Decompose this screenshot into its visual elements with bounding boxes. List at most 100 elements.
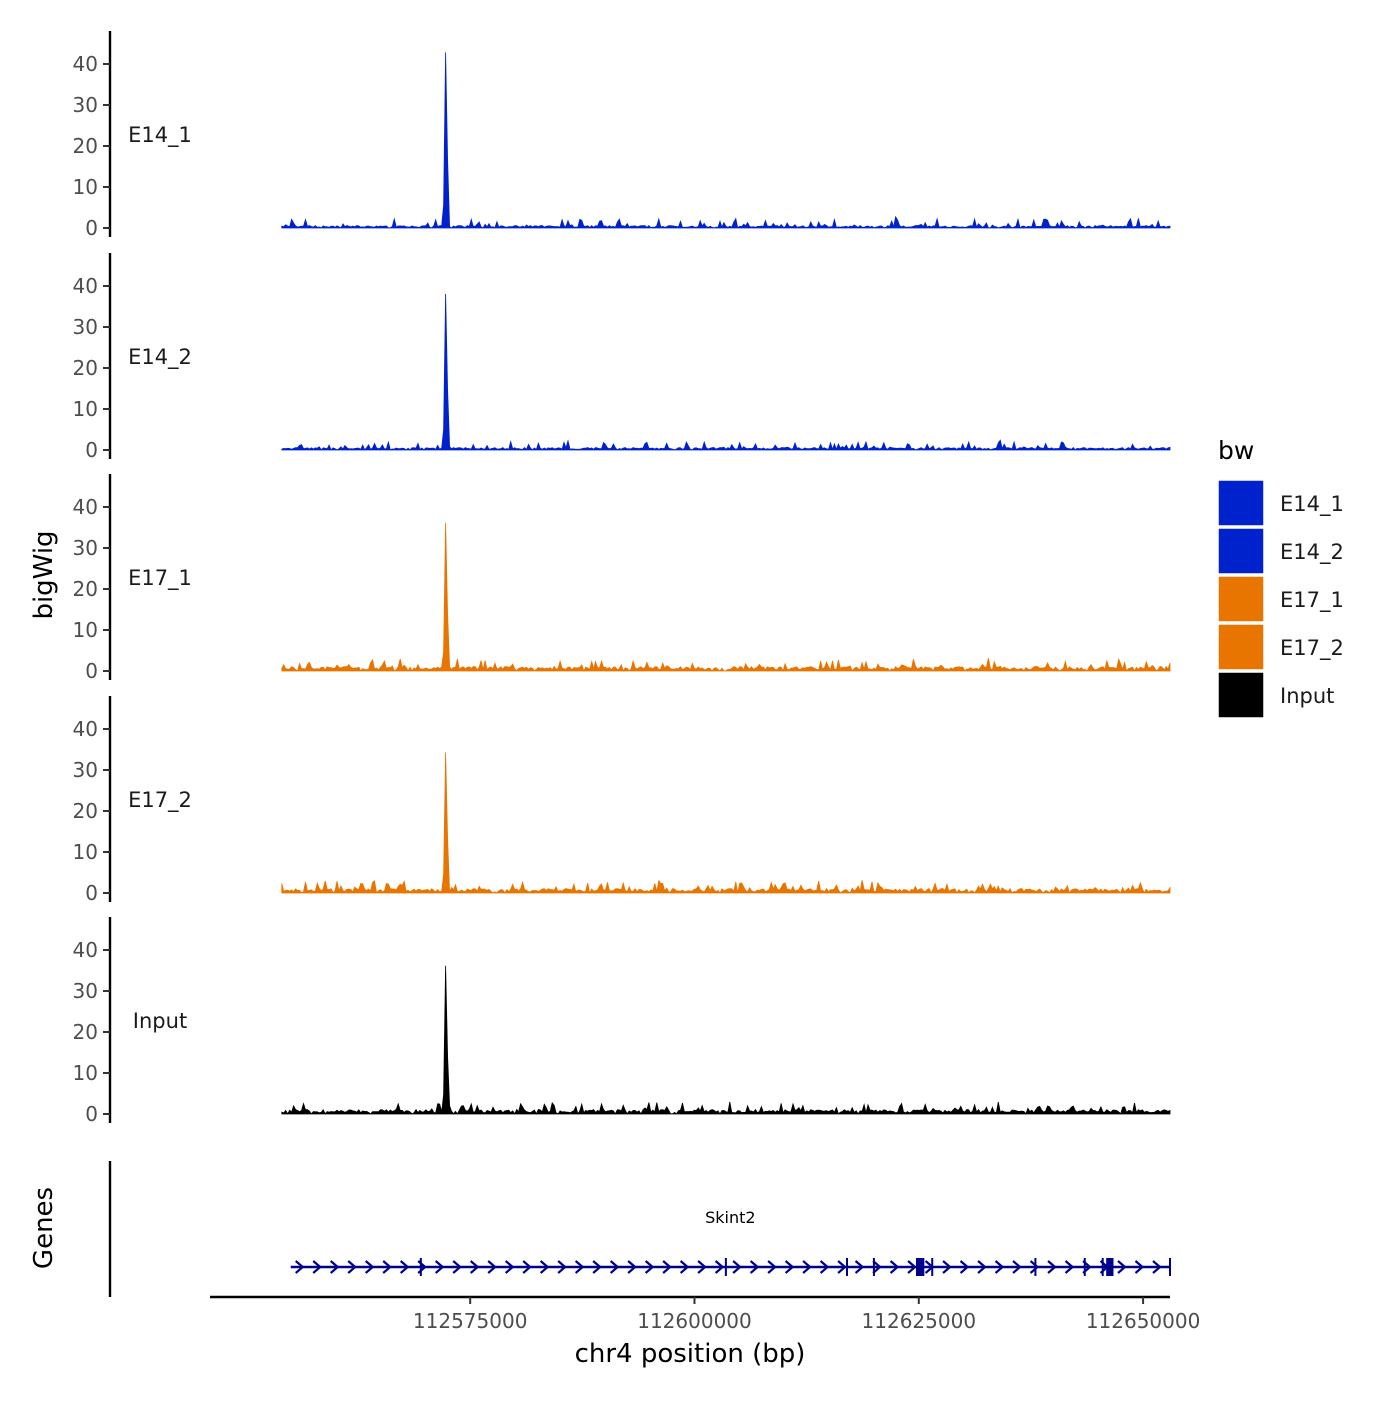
track-E17_2: 0 10 20 30 40 E17_2 xyxy=(73,696,1171,905)
legend-label: E14_1 xyxy=(1280,492,1344,517)
strand-arrow xyxy=(819,1260,830,1274)
strand-arrow xyxy=(1029,1260,1040,1274)
signal-area-E14_1 xyxy=(281,52,1171,229)
y-tick-label: 0 xyxy=(85,659,98,683)
track-label: E14_2 xyxy=(128,345,192,370)
y-tick-label: 20 xyxy=(73,356,98,380)
x-axis-title: chr4 position (bp) xyxy=(575,1339,806,1369)
y-tick-label: 10 xyxy=(73,618,98,642)
strand-arrow xyxy=(767,1260,777,1274)
signal-area-Input xyxy=(281,965,1171,1115)
y-tick-label: 0 xyxy=(85,881,98,905)
strand-arrow xyxy=(312,1260,322,1274)
strand-arrow xyxy=(1117,1260,1127,1274)
y-tick-label: 40 xyxy=(73,495,98,519)
strand-arrow xyxy=(382,1260,392,1274)
strand-arrow xyxy=(644,1260,655,1274)
legend-swatch xyxy=(1217,575,1265,623)
gene-Skint2: Skint2 xyxy=(290,1208,1171,1276)
y-tick-label: 20 xyxy=(73,1020,98,1044)
track-label: E14_1 xyxy=(128,123,192,148)
legend-label: E17_1 xyxy=(1280,588,1344,613)
y-tick-label: 30 xyxy=(73,315,98,339)
strand-arrow xyxy=(469,1260,480,1274)
strand-arrow xyxy=(1047,1260,1057,1274)
strand-arrow xyxy=(539,1260,550,1274)
legend-item-E14_1: E14_1 xyxy=(1217,479,1344,527)
track-Input: 0 10 20 30 40 Input xyxy=(73,917,1171,1126)
legend-label: E17_2 xyxy=(1280,636,1344,661)
strand-arrow xyxy=(749,1260,760,1274)
strand-arrow xyxy=(837,1260,847,1274)
strand-arrow xyxy=(295,1260,305,1274)
exon-block xyxy=(916,1258,925,1276)
strand-arrow xyxy=(854,1260,865,1274)
strand-arrow xyxy=(557,1260,567,1274)
strand-arrow xyxy=(784,1260,795,1274)
strand-arrow xyxy=(609,1260,620,1274)
legend-swatch xyxy=(1217,527,1265,575)
track-label: Input xyxy=(133,1009,187,1033)
strand-arrow xyxy=(1012,1260,1022,1274)
strand-arrow xyxy=(1134,1260,1145,1274)
track-E14_2: 0 10 20 30 40 E14_2 xyxy=(73,253,1171,462)
legend-item-Input: Input xyxy=(1217,671,1334,719)
y-tick-label: 0 xyxy=(85,438,98,462)
strand-arrow xyxy=(627,1260,637,1274)
strand-arrow xyxy=(994,1260,1005,1274)
legend-label: Input xyxy=(1280,684,1334,708)
x-tick-label: 112650000 xyxy=(1086,1309,1201,1333)
legend-title: bw xyxy=(1218,436,1254,465)
strand-arrow xyxy=(662,1260,672,1274)
x-tick-label: 112625000 xyxy=(862,1309,977,1333)
strand-arrow xyxy=(732,1260,742,1274)
strand-arrow xyxy=(714,1260,725,1274)
y-tick-label: 20 xyxy=(73,577,98,601)
strand-arrow xyxy=(1064,1260,1075,1274)
strand-arrow xyxy=(522,1260,532,1274)
strand-arrow xyxy=(504,1260,515,1274)
track-label: E17_1 xyxy=(128,566,192,591)
legend-item-E17_1: E17_1 xyxy=(1217,575,1344,623)
y-tick-label: 10 xyxy=(73,175,98,199)
strand-arrow xyxy=(977,1260,987,1274)
y-tick-label: 30 xyxy=(73,536,98,560)
x-tick-label: 112600000 xyxy=(637,1309,752,1333)
strand-arrow xyxy=(452,1260,462,1274)
legend-swatch xyxy=(1217,623,1265,671)
signal-tracks: 0 10 20 30 40 E14_1 0 10 20 30 40 E14_2 0 10 20 30 40 E17… xyxy=(73,31,1171,1126)
signal-area-E14_2 xyxy=(281,293,1171,451)
strand-arrow xyxy=(679,1260,690,1274)
y-tick-label: 10 xyxy=(73,1061,98,1085)
y-tick-label: 30 xyxy=(73,93,98,117)
signal-area-E17_2 xyxy=(281,752,1171,894)
strand-arrow xyxy=(872,1260,882,1274)
strand-arrow xyxy=(1152,1260,1162,1274)
y-tick-label: 30 xyxy=(73,979,98,1003)
x-tick-label: 112575000 xyxy=(413,1309,528,1333)
strand-arrow xyxy=(959,1260,970,1274)
strand-arrow xyxy=(697,1260,707,1274)
strand-arrow xyxy=(942,1260,952,1274)
gene-track-title: Genes xyxy=(29,1187,59,1269)
y-axis-title: bigWig xyxy=(29,530,59,619)
gene-track: Skint2 xyxy=(108,1161,1171,1297)
y-tick-label: 0 xyxy=(85,216,98,240)
signal-area-E17_1 xyxy=(281,522,1171,672)
legend-swatch xyxy=(1217,479,1265,527)
legend-item-E17_2: E17_2 xyxy=(1217,623,1344,671)
y-tick-label: 40 xyxy=(73,938,98,962)
strand-arrow xyxy=(907,1260,917,1274)
y-tick-label: 20 xyxy=(73,134,98,158)
strand-arrow xyxy=(592,1260,602,1274)
y-tick-label: 20 xyxy=(73,799,98,823)
strand-arrow xyxy=(364,1260,375,1274)
strand-arrow xyxy=(487,1260,497,1274)
strand-arrow xyxy=(802,1260,812,1274)
y-tick-label: 10 xyxy=(73,840,98,864)
track-E17_1: 0 10 20 30 40 E17_1 xyxy=(73,474,1171,683)
strand-arrow xyxy=(889,1260,900,1274)
y-tick-label: 40 xyxy=(73,274,98,298)
